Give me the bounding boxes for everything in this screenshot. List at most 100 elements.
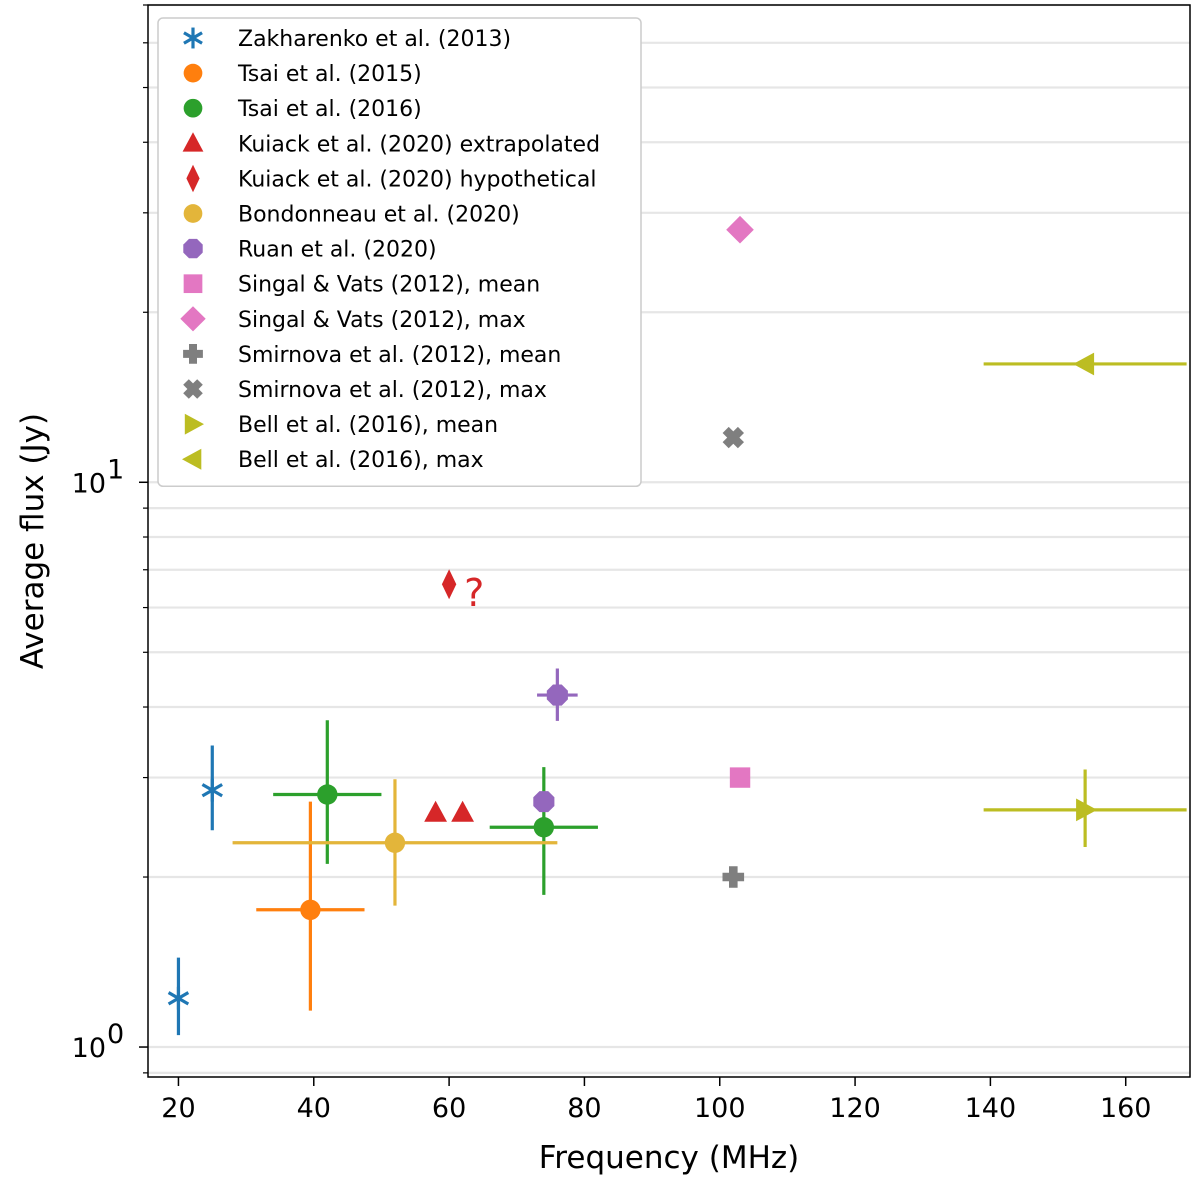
- legend-entry: Tsai et al. (2015): [183, 62, 422, 87]
- legend-label: Singal & Vats (2012), mean: [238, 273, 540, 298]
- legend-label: Kuiack et al. (2020) hypothetical: [238, 167, 597, 192]
- legend-entry: Bondonneau et al. (2020): [183, 203, 520, 228]
- plot-frame: [147, 4, 1191, 1078]
- legend-entry: Bell et al. (2016), max: [182, 448, 484, 473]
- legend-label: Bell et al. (2016), max: [238, 448, 484, 473]
- legend: Zakharenko et al. (2013) Tsai et al. (201…: [157, 17, 642, 488]
- series-kuiack-et-al-2020-hypothetical: [441, 569, 457, 600]
- legend-marker: [183, 274, 203, 294]
- series-singal-vats-2012-max: [726, 215, 754, 244]
- legend-marker: [183, 27, 203, 49]
- legend-entry: Smirnova et al. (2012), max: [183, 378, 547, 403]
- point-marker: [533, 791, 555, 813]
- legend-entry: Ruan et al. (2020): [183, 238, 437, 263]
- legend-label: Kuiack et al. (2020) extrapolated: [238, 132, 600, 157]
- legend-entry: Kuiack et al. (2020) hypothetical: [186, 164, 597, 193]
- x-tick-label: 100: [694, 1093, 746, 1124]
- legend-marker: [182, 448, 202, 470]
- point-marker: [451, 800, 474, 822]
- series-tsai-et-al-2016: [273, 720, 598, 895]
- x-axis-label: Frequency (MHz): [539, 1140, 800, 1176]
- legend-marker: [182, 132, 204, 152]
- x-tick-label: 80: [567, 1093, 601, 1124]
- data-point: [489, 767, 598, 895]
- data-point: [424, 800, 447, 822]
- point-marker: [729, 767, 751, 788]
- legend-frame: [157, 17, 642, 488]
- legend-marker: [180, 306, 206, 332]
- x-tick-label: 20: [161, 1093, 195, 1124]
- series-singal-vats-2012-mean: [729, 767, 751, 788]
- data-point: [722, 866, 745, 888]
- data-point: [722, 426, 744, 449]
- legend-marker: [183, 63, 203, 83]
- series-zakharenko-et-al-2013: [167, 745, 223, 1036]
- y-tick-exponent: 1: [107, 454, 124, 485]
- series-smirnova-et-al-2012-max: [722, 426, 744, 449]
- point-marker: [317, 784, 338, 805]
- legend-entry: Tsai et al. (2016): [183, 97, 422, 122]
- data-point: [232, 779, 558, 906]
- data-point: [983, 352, 1187, 376]
- series-tsai-et-al-2015: [256, 801, 365, 1011]
- series-ruan-et-al-2020: [533, 668, 578, 813]
- legend-marker: [183, 344, 203, 364]
- x-tick-label: 160: [1100, 1093, 1152, 1124]
- point-marker: [384, 832, 406, 853]
- y-tick-label: 10: [72, 468, 106, 499]
- data-point: [167, 957, 190, 1036]
- data-point: [729, 767, 751, 788]
- legend-label: Tsai et al. (2015): [237, 62, 422, 87]
- data-layer: [167, 215, 1187, 1036]
- legend-marker: [183, 379, 203, 399]
- legend-label: Smirnova et al. (2012), mean: [238, 343, 561, 368]
- x-tick-label: 60: [432, 1093, 466, 1124]
- point-marker: [300, 899, 321, 920]
- data-point: [441, 569, 457, 600]
- data-point: [726, 215, 754, 244]
- legend-label: Smirnova et al. (2012), max: [238, 378, 547, 403]
- point-marker: [167, 986, 190, 1010]
- point-marker: [1073, 352, 1095, 376]
- y-axis-label: Average flux (Jy): [15, 413, 51, 669]
- x-tick-label: 140: [965, 1093, 1017, 1124]
- legend-label: Zakharenko et al. (2013): [238, 27, 511, 52]
- point-marker: [1076, 798, 1098, 822]
- series-bondonneau-et-al-2020: [232, 779, 558, 906]
- data-point: [273, 720, 382, 864]
- legend-marker: [184, 413, 204, 435]
- legend-marker: [183, 238, 203, 259]
- legend-marker: [186, 164, 200, 193]
- legend-label: Singal & Vats (2012), max: [238, 308, 526, 333]
- y-tick-exponent: 0: [107, 1019, 124, 1050]
- x-tick-label: 40: [297, 1093, 331, 1124]
- point-marker: [441, 569, 457, 600]
- legend-entry: Smirnova et al. (2012), mean: [183, 343, 561, 368]
- legend-entry: Bell et al. (2016), mean: [184, 413, 498, 438]
- series-smirnova-et-al-2012-mean: [722, 866, 745, 888]
- x-tick-label: 120: [829, 1093, 881, 1124]
- point-marker: [546, 684, 568, 706]
- legend-entry: Kuiack et al. (2020) extrapolated: [182, 132, 600, 157]
- legend-entry: Zakharenko et al. (2013): [183, 27, 511, 52]
- legend-label: Bondonneau et al. (2020): [238, 203, 520, 228]
- data-point: [451, 800, 474, 822]
- data-point: [533, 791, 555, 813]
- point-marker: [726, 215, 754, 244]
- legend-entry: Singal & Vats (2012), max: [180, 306, 526, 333]
- legend-marker: [183, 98, 203, 118]
- legend-label: Bell et al. (2016), mean: [238, 413, 498, 438]
- y-tick-label: 10: [72, 1033, 106, 1064]
- point-marker: [424, 800, 447, 822]
- point-marker: [722, 866, 745, 888]
- series-bell-et-al-2016-mean: [983, 769, 1187, 848]
- legend-label: Ruan et al. (2020): [238, 238, 437, 263]
- data-point: [537, 668, 578, 721]
- point-marker: [201, 778, 223, 802]
- legend-entry: Singal & Vats (2012), mean: [183, 273, 540, 298]
- question-mark-annotation: ?: [464, 571, 484, 615]
- data-point: [983, 769, 1187, 848]
- legend-label: Tsai et al. (2016): [237, 97, 422, 122]
